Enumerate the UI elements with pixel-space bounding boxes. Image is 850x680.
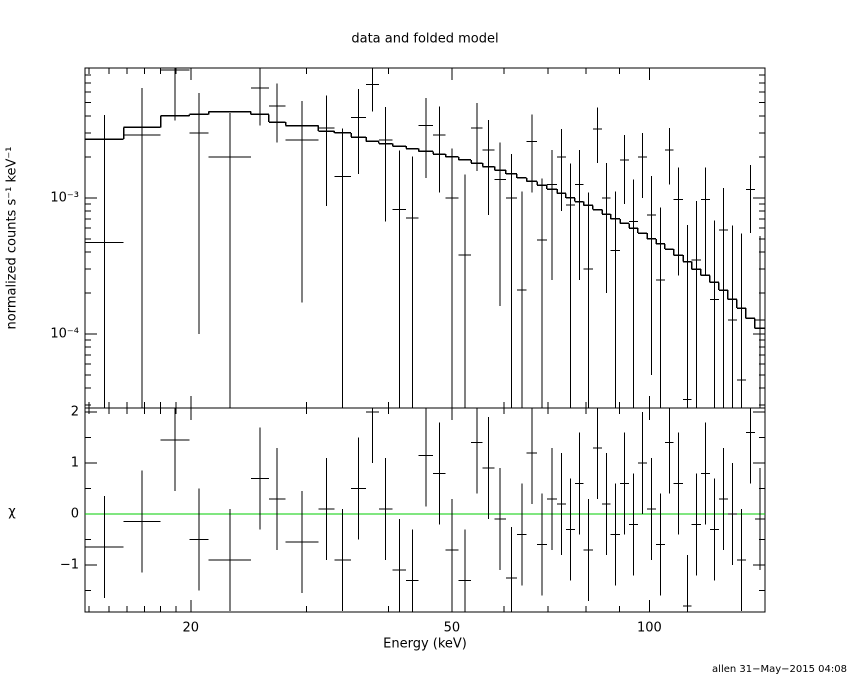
y-tick-label: 2 [71, 405, 79, 420]
footer: allen 31−May−2015 04:08 [712, 664, 847, 675]
x-tick-label: 100 [637, 621, 662, 636]
y-tick-label: 1 [71, 456, 79, 471]
y-axis-label: χ [8, 505, 16, 520]
x-axis-label: Energy (keV) [383, 637, 467, 652]
x-tick-label: 20 [182, 621, 199, 636]
plot-frame [84, 407, 766, 613]
chart-title: data and folded model [351, 32, 498, 47]
x-tick-label: 50 [444, 621, 461, 636]
y-tick-label: −1 [60, 558, 79, 573]
y-tick-label: 10⁻³ [50, 190, 79, 205]
y-tick-label: 10⁻⁴ [50, 327, 79, 342]
y-tick-label: 0 [71, 507, 79, 522]
y-axis-label: normalized counts s⁻¹ keV⁻¹ [5, 147, 20, 330]
